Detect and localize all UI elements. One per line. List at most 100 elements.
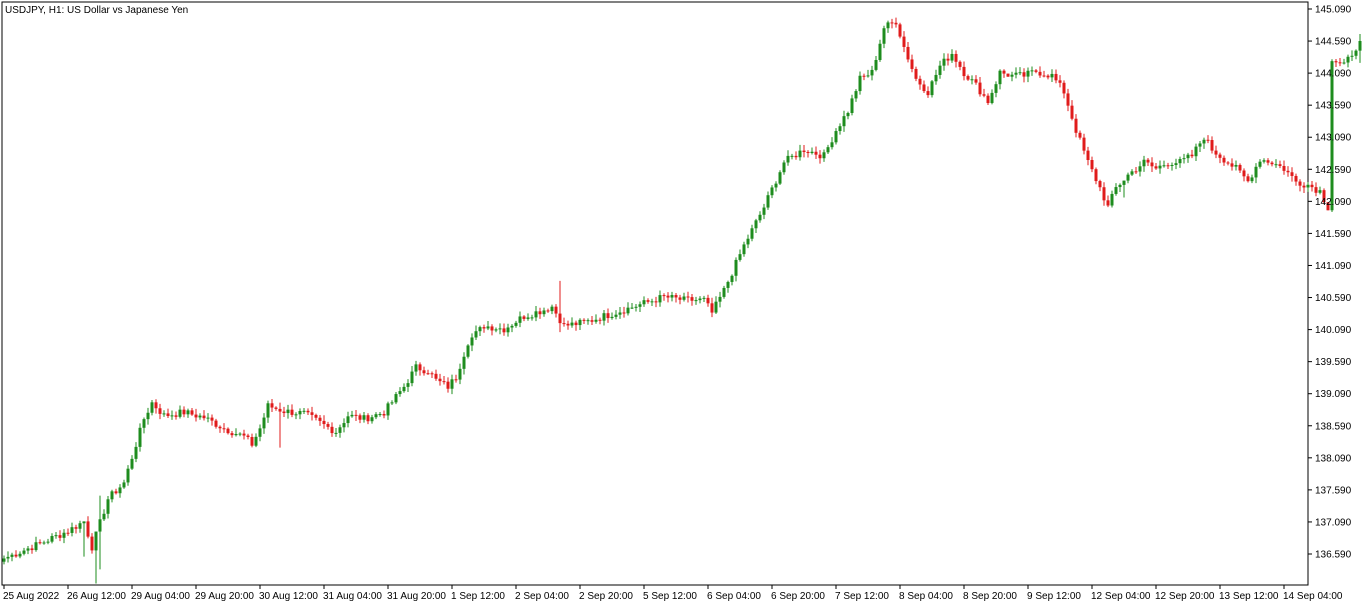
candle <box>418 362 422 376</box>
candle <box>898 22 902 39</box>
candle <box>190 408 194 416</box>
candle-body-up <box>118 487 122 494</box>
candle <box>722 285 726 299</box>
candle-body-down <box>706 297 710 304</box>
candle-body-up <box>414 364 418 372</box>
candle <box>798 144 802 161</box>
candle-body-up <box>1162 165 1166 167</box>
candle-body-up <box>682 296 686 300</box>
candle-body-up <box>70 527 74 533</box>
candle <box>26 546 30 555</box>
candle-body-up <box>854 91 858 99</box>
candle <box>1158 160 1162 174</box>
candle <box>554 304 558 318</box>
candle-body-up <box>938 65 942 75</box>
candle <box>1014 67 1018 79</box>
candle-body-up <box>462 356 466 369</box>
y-tick-label: 142.590 <box>1315 165 1352 176</box>
candle <box>970 75 974 85</box>
candle <box>210 414 214 426</box>
candle <box>702 295 706 303</box>
candle-body-up <box>1026 70 1030 77</box>
candle-body-up <box>1306 184 1310 188</box>
candle <box>962 61 966 81</box>
candle-body-up <box>1342 62 1346 64</box>
candle <box>878 39 882 62</box>
candle <box>1294 173 1298 186</box>
candle <box>874 56 878 72</box>
candle <box>534 305 538 322</box>
candle-body-up <box>1018 72 1022 74</box>
candle <box>1334 58 1338 68</box>
candle <box>1250 174 1254 184</box>
candle <box>674 292 678 303</box>
candle <box>1022 68 1026 83</box>
candle <box>1114 183 1118 196</box>
candle-body-down <box>446 381 450 389</box>
candle-body-up <box>822 152 826 159</box>
candle <box>402 383 406 393</box>
candle <box>94 531 98 584</box>
candle <box>18 551 22 559</box>
candle <box>1046 74 1050 80</box>
candle-body-up <box>1050 73 1054 78</box>
x-tick-label: 2 Sep 04:00 <box>515 591 569 602</box>
candle <box>714 296 718 315</box>
candle <box>186 408 190 418</box>
candle <box>230 431 234 438</box>
candle <box>694 296 698 305</box>
candle <box>986 93 990 105</box>
y-tick-label: 139.090 <box>1315 389 1352 400</box>
candle-body-up <box>838 126 842 132</box>
candle <box>866 69 870 78</box>
candle <box>726 280 730 293</box>
candle <box>146 407 150 425</box>
candle-body-up <box>830 142 834 148</box>
candle <box>602 310 606 326</box>
candle <box>794 151 798 160</box>
candle <box>1262 158 1266 164</box>
candle-body-up <box>526 317 530 319</box>
candle <box>90 533 94 554</box>
candle-body-down <box>894 22 898 25</box>
candle-body-down <box>1078 132 1082 138</box>
candle-body-up <box>374 414 378 418</box>
y-tick-label: 143.590 <box>1315 101 1352 112</box>
candle-body-up <box>34 542 38 551</box>
candle <box>698 296 702 304</box>
candle-body-down <box>58 535 62 538</box>
candle-body-up <box>766 195 770 208</box>
candle <box>50 533 54 544</box>
candle-body-up <box>6 556 10 559</box>
candle <box>378 412 382 417</box>
candle-body-up <box>18 553 22 557</box>
candle-body-down <box>1150 162 1154 167</box>
candle-body-down <box>438 378 442 382</box>
candle <box>646 298 650 304</box>
candle-body-up <box>50 536 54 542</box>
x-tick-label: 6 Sep 20:00 <box>771 591 825 602</box>
candle <box>346 411 350 428</box>
candle-body-up <box>1142 159 1146 167</box>
candle-body-up <box>1198 143 1202 147</box>
candle <box>134 442 138 463</box>
candle-body-down <box>662 295 666 297</box>
candle-body-down <box>1046 75 1050 78</box>
candle <box>198 413 202 420</box>
candle-body-up <box>130 458 134 469</box>
candle-body-down <box>354 414 358 416</box>
candle-body-down <box>794 155 798 158</box>
candle-body-down <box>214 420 218 427</box>
candle <box>650 298 654 306</box>
candle <box>82 521 86 557</box>
candle-body-down <box>686 296 690 298</box>
candle-body-up <box>390 402 394 404</box>
candle <box>742 241 746 257</box>
candle <box>730 274 734 286</box>
candle <box>814 146 818 160</box>
candle-body-up <box>254 436 258 446</box>
candle <box>906 41 910 63</box>
candle-body-up <box>1122 180 1126 185</box>
candle-body-down <box>1298 181 1302 186</box>
